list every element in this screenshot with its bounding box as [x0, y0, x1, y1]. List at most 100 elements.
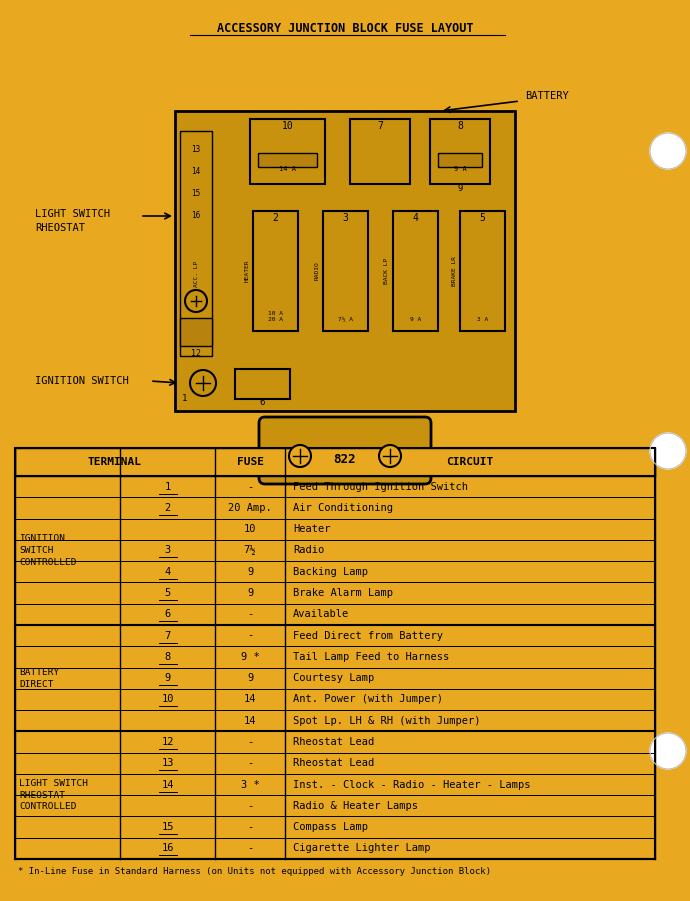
- Circle shape: [650, 133, 686, 169]
- Text: Rheostat Lead: Rheostat Lead: [293, 759, 374, 769]
- Bar: [258, 153, 317, 167]
- Bar: [253, 211, 298, 331]
- Text: BACK LP: BACK LP: [384, 258, 389, 284]
- Bar: [175, 111, 515, 411]
- Text: 7½: 7½: [244, 545, 256, 556]
- Text: 9 A: 9 A: [453, 166, 466, 172]
- Circle shape: [379, 445, 401, 467]
- Text: Air Conditioning: Air Conditioning: [293, 503, 393, 513]
- Bar: [438, 153, 482, 167]
- Text: HEATER: HEATER: [244, 259, 250, 282]
- Text: Ant. Power (with Jumper): Ant. Power (with Jumper): [293, 695, 443, 705]
- Text: FUSE: FUSE: [237, 457, 264, 467]
- Text: 3 A: 3 A: [477, 317, 488, 322]
- Text: 9 A: 9 A: [410, 317, 421, 322]
- Text: Compass Lamp: Compass Lamp: [293, 822, 368, 833]
- Text: Backing Lamp: Backing Lamp: [293, 567, 368, 577]
- Text: 14 A: 14 A: [279, 166, 296, 172]
- Bar: [460, 211, 505, 331]
- Bar: [235, 369, 290, 399]
- Text: Brake Alarm Lamp: Brake Alarm Lamp: [293, 588, 393, 598]
- Text: 10 A
20 A: 10 A 20 A: [268, 311, 283, 322]
- Text: 822: 822: [334, 453, 356, 466]
- Text: -: -: [247, 737, 253, 747]
- Text: 8: 8: [164, 651, 170, 662]
- Text: Inst. - Clock - Radio - Heater - Lamps: Inst. - Clock - Radio - Heater - Lamps: [293, 779, 531, 789]
- Circle shape: [650, 433, 686, 469]
- Text: Rheostat Lead: Rheostat Lead: [293, 737, 374, 747]
- Text: * In-Line Fuse in Standard Harness (on Units not equipped with Accessory Junctio: * In-Line Fuse in Standard Harness (on U…: [18, 867, 491, 876]
- Text: TERMINAL: TERMINAL: [88, 457, 142, 467]
- Text: Courtesy Lamp: Courtesy Lamp: [293, 673, 374, 683]
- Text: 6: 6: [259, 398, 265, 407]
- Text: 5: 5: [164, 588, 170, 598]
- Text: 2: 2: [164, 503, 170, 513]
- Text: 13: 13: [161, 759, 174, 769]
- Text: 9: 9: [247, 588, 253, 598]
- Circle shape: [650, 733, 686, 769]
- Text: 14: 14: [191, 167, 201, 176]
- Bar: [180, 131, 212, 356]
- Text: 7: 7: [164, 631, 170, 641]
- Text: 10: 10: [282, 121, 293, 131]
- Text: Radio: Radio: [293, 545, 324, 556]
- Text: Available: Available: [293, 609, 349, 619]
- Text: 9: 9: [457, 184, 463, 193]
- Bar: [350, 119, 410, 184]
- Text: Tail Lamp Feed to Harness: Tail Lamp Feed to Harness: [293, 651, 449, 662]
- Text: 12: 12: [161, 737, 174, 747]
- Bar: [250, 119, 325, 184]
- Text: 8: 8: [457, 121, 463, 131]
- Text: 4: 4: [164, 567, 170, 577]
- Text: 9 *: 9 *: [241, 651, 259, 662]
- Text: 5: 5: [480, 213, 486, 223]
- Text: -: -: [247, 801, 253, 811]
- Text: 10: 10: [244, 524, 256, 534]
- Bar: [430, 119, 490, 184]
- Bar: [15, 448, 655, 476]
- Text: Feed Through Ignition Switch: Feed Through Ignition Switch: [293, 482, 468, 492]
- Text: -: -: [247, 822, 253, 833]
- Text: BATTERY: BATTERY: [525, 91, 569, 101]
- Text: 9: 9: [247, 673, 253, 683]
- FancyBboxPatch shape: [259, 417, 431, 484]
- Text: 4: 4: [413, 213, 418, 223]
- Text: Spot Lp. LH & RH (with Jumper): Spot Lp. LH & RH (with Jumper): [293, 715, 480, 725]
- Text: 7½ A: 7½ A: [338, 317, 353, 322]
- Text: 7: 7: [377, 121, 383, 131]
- Text: 15: 15: [161, 822, 174, 833]
- Text: 9: 9: [164, 673, 170, 683]
- Text: 3 *: 3 *: [241, 779, 259, 789]
- Text: Feed Direct from Battery: Feed Direct from Battery: [293, 631, 443, 641]
- Text: Radio & Heater Lamps: Radio & Heater Lamps: [293, 801, 418, 811]
- Text: -: -: [247, 843, 253, 853]
- Text: 1: 1: [182, 394, 188, 403]
- Text: 12: 12: [191, 350, 201, 359]
- Text: ACCESSORY JUNCTION BLOCK FUSE LAYOUT: ACCESSORY JUNCTION BLOCK FUSE LAYOUT: [217, 23, 473, 35]
- Text: 9: 9: [247, 567, 253, 577]
- Text: BATTERY
DIRECT: BATTERY DIRECT: [19, 668, 59, 688]
- Text: ACC. LP: ACC. LP: [193, 260, 199, 287]
- Text: CIRCUIT: CIRCUIT: [446, 457, 493, 467]
- Text: 3: 3: [342, 213, 348, 223]
- Text: Cigarette Lighter Lamp: Cigarette Lighter Lamp: [293, 843, 431, 853]
- Text: -: -: [247, 609, 253, 619]
- Circle shape: [185, 290, 207, 312]
- Bar: [323, 211, 368, 331]
- Text: LIGHT SWITCH
RHEOSTAT
CONTROLLED: LIGHT SWITCH RHEOSTAT CONTROLLED: [19, 778, 88, 812]
- Text: RADIO: RADIO: [315, 261, 319, 280]
- Text: -: -: [247, 631, 253, 641]
- Text: 3: 3: [164, 545, 170, 556]
- Text: 1: 1: [164, 482, 170, 492]
- Text: IGNITION
SWITCH
CONTROLLED: IGNITION SWITCH CONTROLLED: [19, 534, 77, 567]
- Text: -: -: [247, 482, 253, 492]
- Bar: [15, 448, 655, 859]
- Bar: [393, 211, 438, 331]
- Text: 14: 14: [244, 695, 256, 705]
- Text: 14: 14: [161, 779, 174, 789]
- Text: BRAKE LR: BRAKE LR: [451, 256, 457, 286]
- Text: 14: 14: [244, 715, 256, 725]
- Text: 16: 16: [161, 843, 174, 853]
- Circle shape: [190, 370, 216, 396]
- Text: 16: 16: [191, 211, 201, 220]
